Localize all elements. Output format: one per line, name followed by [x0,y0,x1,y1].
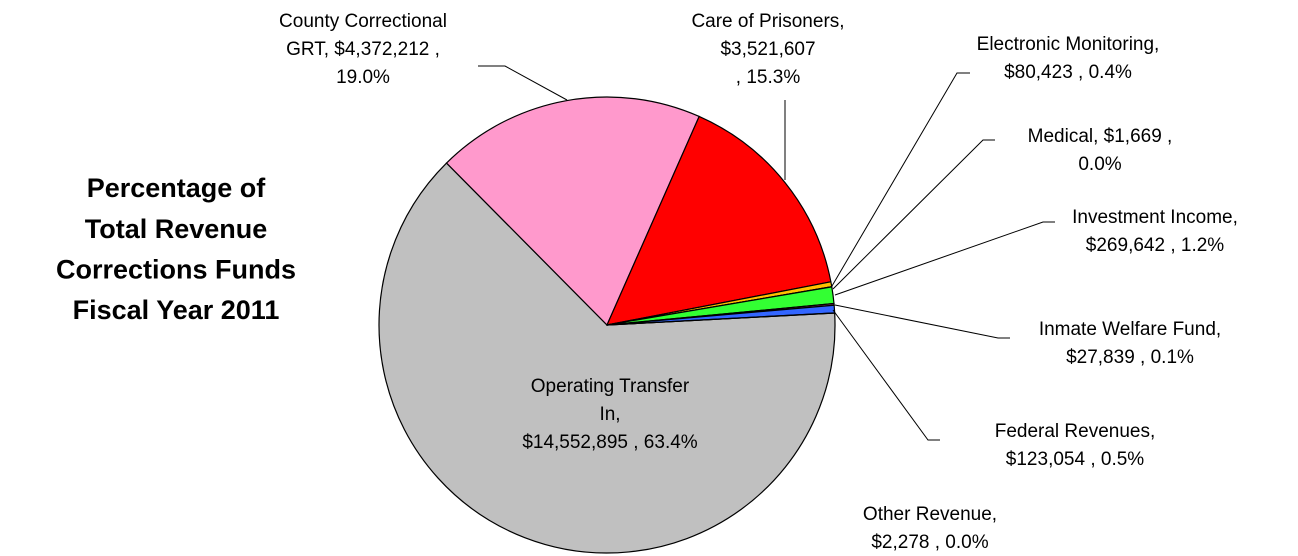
data-label: Care of Prisoners, [691,11,844,32]
data-label: $3,521,607 [720,39,815,60]
data-label: Operating Transfer [531,376,690,397]
data-label: $80,423 , 0.4% [1004,62,1132,83]
data-label: County Correctional [279,11,447,32]
pie-slice [445,96,700,327]
leader-line [832,309,940,441]
pie-slice [378,162,836,554]
data-label: 0.0% [1078,154,1121,175]
data-label: Electronic Monitoring, [977,34,1160,55]
leader-line [834,304,1010,339]
data-label: Federal Revenues, [995,421,1156,442]
data-label: $123,054 , 0.5% [1006,449,1144,470]
data-label: GRT, $4,372,212 , [286,39,440,60]
leader-line [832,139,995,290]
data-label: Medical, $1,669 , [1028,126,1173,147]
data-label: 19.0% [336,67,390,88]
data-label: Inmate Welfare Fund, [1039,319,1221,340]
data-label: $14,552,895 , 63.4% [522,432,697,453]
data-label: $269,642 , 1.2% [1086,235,1224,256]
chart-title: Corrections Funds [56,255,296,285]
data-label: Other Revenue, [863,504,997,525]
data-label: In, [599,404,620,425]
data-label: , 15.3% [736,67,801,88]
leader-line [834,221,1055,296]
leader-line [831,72,970,287]
leader-line [478,65,568,101]
data-label: $2,278 , 0.0% [871,532,988,553]
data-label: $27,839 , 0.1% [1066,347,1194,368]
chart-title: Percentage of [87,173,267,203]
data-label: Investment Income, [1072,207,1238,228]
pie-slice [605,115,832,326]
chart-title: Fiscal Year 2011 [73,295,280,325]
chart-title: Total Revenue [85,214,268,244]
